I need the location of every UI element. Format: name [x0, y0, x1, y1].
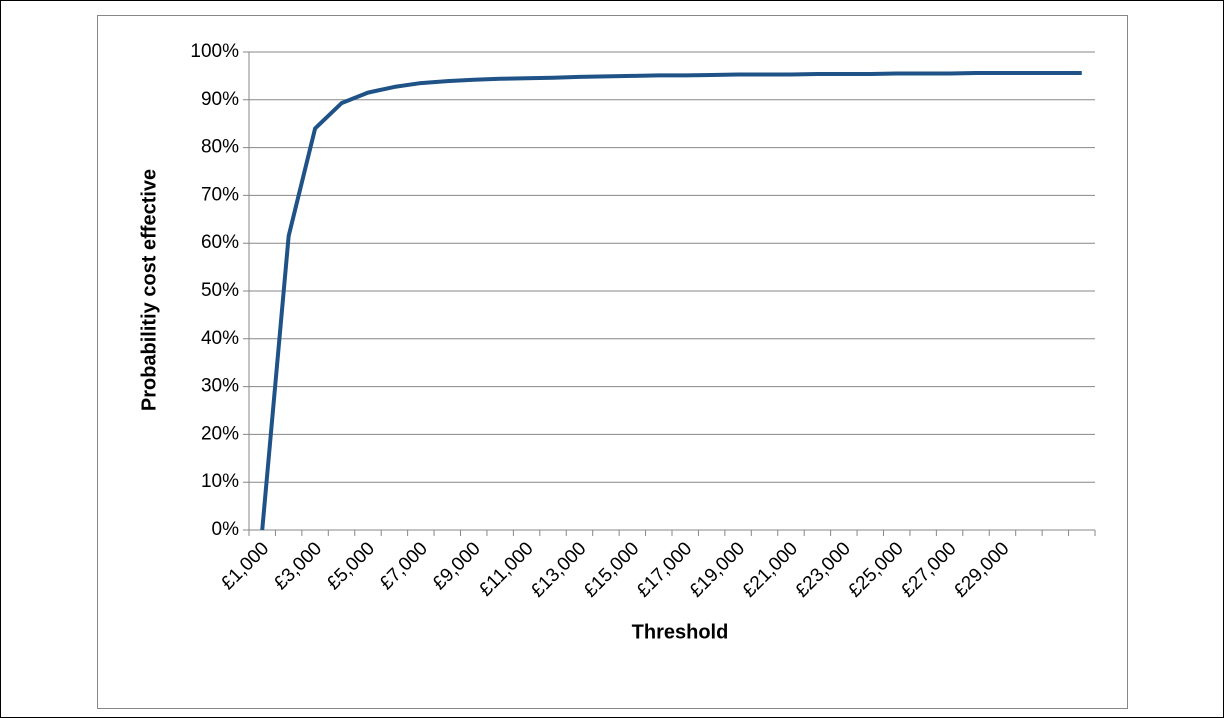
y-tick-label: 10% — [201, 471, 239, 492]
y-tick-label: 0% — [212, 519, 240, 540]
y-tick-label: 80% — [201, 137, 239, 158]
series-line — [260, 71, 1082, 531]
y-tick-label: 20% — [201, 423, 239, 444]
y-tick-label: 30% — [201, 376, 239, 397]
chart-border — [97, 15, 1128, 709]
y-tick-label: 90% — [201, 89, 239, 110]
x-axis-title: Threshold — [632, 621, 729, 643]
y-tick-label: 50% — [201, 280, 239, 301]
y-tick-label: 70% — [201, 184, 239, 205]
y-axis-title: Probabilitiy cost effective — [138, 169, 160, 411]
y-tick-label: 40% — [201, 328, 239, 349]
y-tick-label: 60% — [201, 232, 239, 253]
y-tick-label: 100% — [190, 41, 239, 62]
